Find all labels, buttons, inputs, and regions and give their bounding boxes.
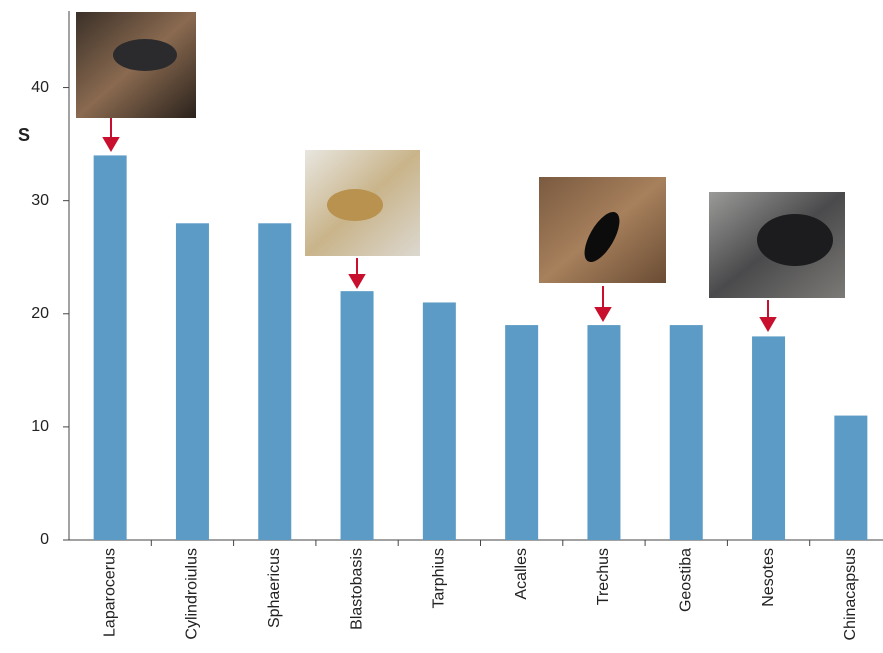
insect bbox=[757, 214, 833, 266]
y-tick-label: 40 bbox=[31, 79, 49, 96]
photos bbox=[76, 12, 845, 298]
bar bbox=[669, 325, 703, 540]
x-tick-label: Blastobasis bbox=[348, 548, 365, 630]
bar bbox=[505, 325, 539, 540]
y-tick-label: 20 bbox=[31, 305, 49, 322]
x-tick-label: Laparocerus bbox=[101, 548, 118, 637]
x-tick-label: Geostiba bbox=[677, 548, 694, 612]
y-axis-label: S bbox=[18, 125, 30, 145]
arrow-head bbox=[348, 274, 366, 289]
y-tick-label: 30 bbox=[31, 192, 49, 209]
insect bbox=[113, 39, 177, 71]
bar bbox=[175, 223, 209, 541]
bar bbox=[422, 302, 456, 540]
y-tick-label: 0 bbox=[40, 531, 49, 548]
x-tick-label: Cylindroiulus bbox=[184, 548, 201, 640]
bar bbox=[752, 336, 786, 540]
bar bbox=[93, 155, 127, 540]
x-tick-label: Nesotes bbox=[760, 548, 777, 607]
bar bbox=[340, 291, 374, 540]
bar bbox=[587, 325, 621, 540]
x-tick-label: Chinacapsus bbox=[842, 548, 859, 641]
x-tick-label: Sphaericus bbox=[266, 548, 283, 628]
arrow-head bbox=[759, 317, 777, 332]
arrow-head bbox=[102, 137, 120, 152]
insect bbox=[327, 189, 383, 221]
y-tick-label: 10 bbox=[31, 418, 49, 435]
bar bbox=[834, 415, 868, 540]
arrow-head bbox=[594, 307, 612, 322]
bar bbox=[258, 223, 292, 541]
insect bbox=[584, 212, 620, 262]
x-tick-label: Trechus bbox=[595, 548, 612, 605]
x-tick-label: Acalles bbox=[513, 548, 530, 600]
x-tick-label: Tarphius bbox=[431, 548, 448, 608]
arrows bbox=[102, 118, 777, 332]
